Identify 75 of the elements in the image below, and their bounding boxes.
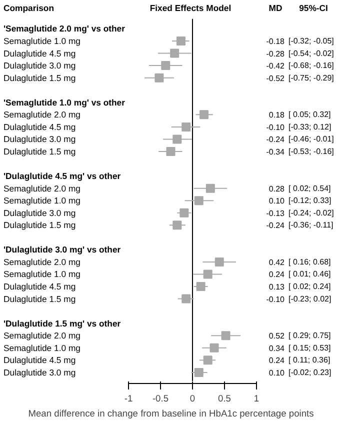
- data-label: -0.28: [266, 49, 286, 58]
- y-tick-label: Dulaglutide 3.0 mg: [4, 60, 76, 71]
- text: Comparison: [4, 2, 54, 13]
- text: [ 0.29; 0.75]: [288, 331, 331, 340]
- text: [-0.23; 0.02]: [288, 294, 332, 304]
- y-tick-label: Dulaglutide 4.5 mg: [4, 282, 76, 292]
- y-tick-label: 'Dulaglutide 4.5 mg' vs other: [4, 171, 122, 182]
- y-tick-label: Dulaglutide 1.5 mg: [4, 146, 76, 156]
- text: [-0.53; -0.16]: [288, 146, 334, 156]
- y-tick-label: Dulaglutide 3.0 mg: [4, 367, 76, 378]
- data-label: -0.24: [266, 221, 286, 230]
- text: [-0.68; -0.16]: [288, 61, 334, 70]
- x-tick-label: -0.5: [152, 394, 169, 404]
- y-tick-label: Semaglutide 2.0 mg: [4, 330, 81, 341]
- y-tick-label: Dulaglutide 4.5 mg: [4, 355, 76, 366]
- text: [-0.32; -0.05]: [288, 36, 334, 46]
- x-tick-label: 1: [254, 394, 260, 404]
- y-tick-label: 'Semaglutide 1.0 mg' vs other: [4, 97, 126, 108]
- text: [ 0.05; 0.32]: [288, 110, 331, 120]
- text: [-0.33; 0.12]: [288, 122, 332, 132]
- data-label: -0.13: [266, 208, 286, 218]
- data-label: 0.18: [268, 110, 286, 120]
- data-label: -0.52: [266, 74, 286, 83]
- data-label: 0.10: [268, 196, 286, 206]
- y-tick-label: Dulaglutide 3.0 mg: [4, 208, 76, 218]
- text: 95%-CI: [299, 2, 328, 13]
- data-label: 0.28: [268, 184, 286, 194]
- y-tick-label: Dulaglutide 3.0 mg: [4, 134, 76, 144]
- y-tick-label: Dulaglutide 1.5 mg: [4, 220, 76, 230]
- x-tick-label: 0.5: [218, 394, 231, 404]
- y-tick-label: 'Dulaglutide 3.0 mg' vs other: [4, 244, 122, 255]
- y-tick-label: Semaglutide 1.0 mg: [4, 196, 81, 206]
- text: [ 0.11; 0.36]: [288, 356, 330, 365]
- data-label: -0.42: [266, 62, 286, 71]
- y-tick-label: Semaglutide 2.0 mg: [4, 183, 81, 194]
- y-tick-label: Dulaglutide 4.5 mg: [4, 48, 76, 58]
- y-tick-label: Dulaglutide 4.5 mg: [4, 122, 76, 132]
- y-tick-label: Semaglutide 2.0 mg: [4, 256, 81, 267]
- y-tick-label: 'Semaglutide 2.0 mg' vs other: [4, 24, 126, 34]
- data-label: 0.13: [268, 282, 286, 292]
- text: [-0.12; 0.33]: [288, 196, 332, 206]
- x-tick-label: -1: [124, 394, 133, 404]
- text: [ 0.16; 0.68]: [288, 257, 331, 266]
- data-label: 0.34: [268, 344, 286, 353]
- data-label: 0.24: [268, 356, 286, 366]
- data-label: -0.10: [266, 294, 286, 304]
- text: Fixed Effects Model: [150, 2, 232, 13]
- text: MD: [268, 2, 282, 13]
- text: [ 0.01; 0.46]: [288, 270, 331, 279]
- text: [-0.36; -0.11]: [288, 220, 334, 230]
- text: [ 0.02; 0.24]: [288, 282, 331, 292]
- x-axis-title: Mean difference in change from baseline in HbA1c percentage points: [28, 408, 314, 418]
- y-tick-label: Semaglutide 1.0 mg: [4, 342, 81, 353]
- x-tick-label: 0: [190, 394, 196, 404]
- data-label: 0.42: [268, 258, 286, 267]
- data-label: -0.18: [266, 37, 286, 46]
- y-tick-label: Semaglutide 2.0 mg: [4, 110, 81, 120]
- data-label: 0.10: [268, 368, 286, 378]
- data-label: -0.24: [266, 135, 286, 144]
- text: [-0.24; -0.02]: [288, 208, 334, 218]
- y-tick-label: Semaglutide 1.0 mg: [4, 269, 81, 280]
- text: [-0.54; -0.02]: [288, 48, 334, 58]
- data-label: -0.34: [266, 147, 286, 156]
- y-tick-label: Dulaglutide 1.5 mg: [4, 294, 76, 304]
- text: [-0.46; -0.01]: [288, 134, 334, 144]
- text: [-0.75; -0.29]: [288, 73, 334, 82]
- data-label: -0.10: [266, 122, 286, 132]
- text: [ 0.02; 0.54]: [288, 184, 331, 193]
- text: [ 0.15; 0.53]: [288, 343, 331, 352]
- data-label: 0.24: [268, 270, 286, 280]
- y-tick-label: 'Dulaglutide 1.5 mg' vs other: [4, 318, 122, 328]
- text: [-0.02; 0.23]: [288, 368, 332, 377]
- data-label: 0.52: [268, 332, 286, 341]
- y-tick-label: Dulaglutide 1.5 mg: [4, 72, 76, 83]
- y-tick-label: Semaglutide 1.0 mg: [4, 36, 81, 46]
